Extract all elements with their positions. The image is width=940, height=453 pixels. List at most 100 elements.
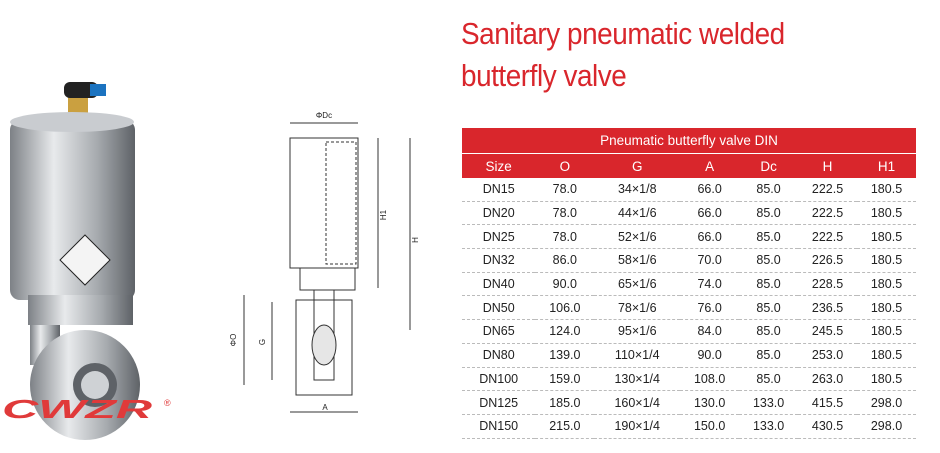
table-cell: 236.5 bbox=[798, 295, 858, 321]
table-cell: 78.0 bbox=[535, 224, 595, 250]
column-header: O bbox=[535, 153, 595, 178]
spec-table: Pneumatic butterfly valve DIN Size O G A Dc H… bbox=[462, 128, 916, 439]
table-cell: DN25 bbox=[462, 224, 536, 250]
table-cell: 74.0 bbox=[680, 272, 740, 297]
dim-label: H bbox=[411, 237, 420, 243]
table-row: DN50 106.0 78×1/6 76.0 85.0 236.5 180.5 bbox=[462, 295, 916, 321]
table-cell: DN80 bbox=[462, 343, 536, 368]
title-line: Sanitary pneumatic welded bbox=[461, 16, 785, 51]
logo-mark: ® bbox=[164, 398, 171, 408]
title-line: butterfly valve bbox=[461, 58, 627, 93]
table-cell: 222.5 bbox=[798, 224, 858, 250]
table-cell: 66.0 bbox=[680, 224, 740, 250]
table-cell: 85.0 bbox=[739, 201, 799, 226]
table-row: DN100 159.0 130×1/4 108.0 85.0 263.0 180.5 bbox=[462, 367, 916, 392]
table-cell: 160×1/4 bbox=[594, 390, 681, 415]
table-cell: 66.0 bbox=[680, 201, 740, 226]
table-caption: Pneumatic butterfly valve DIN bbox=[462, 128, 916, 154]
table-cell: DN50 bbox=[462, 295, 536, 321]
table-cell: 180.5 bbox=[857, 201, 916, 226]
table-cell: 222.5 bbox=[798, 178, 858, 202]
table-cell: 180.5 bbox=[857, 248, 916, 273]
table-cell: 78.0 bbox=[535, 201, 595, 226]
table-cell: DN125 bbox=[462, 390, 536, 415]
table-cell: 298.0 bbox=[857, 414, 916, 439]
table-cell: 415.5 bbox=[798, 390, 858, 415]
table-cell: 180.5 bbox=[857, 319, 916, 344]
table-cell: 133.0 bbox=[739, 414, 799, 439]
table-cell: 222.5 bbox=[798, 201, 858, 226]
table-cell: 85.0 bbox=[739, 272, 799, 297]
table-cell: 85.0 bbox=[739, 178, 799, 202]
table-cell: DN32 bbox=[462, 248, 536, 273]
column-header: A bbox=[680, 153, 740, 178]
table-cell: 298.0 bbox=[857, 390, 916, 415]
table-cell: 130×1/4 bbox=[594, 367, 681, 392]
column-header: H1 bbox=[857, 153, 916, 178]
table-cell: 95×1/6 bbox=[594, 319, 681, 344]
table-cell: 185.0 bbox=[535, 390, 595, 415]
table-cell: 65×1/6 bbox=[594, 272, 681, 297]
dim-label: G bbox=[258, 339, 267, 345]
dim-label: ΦDc bbox=[316, 111, 332, 120]
table-cell: 85.0 bbox=[739, 248, 799, 273]
table-cell: 85.0 bbox=[739, 367, 799, 392]
table-cell: DN100 bbox=[462, 367, 536, 392]
table-cell: DN20 bbox=[462, 201, 536, 226]
table-cell: 430.5 bbox=[798, 414, 858, 439]
column-header: H bbox=[798, 153, 858, 178]
table-cell: 159.0 bbox=[535, 367, 595, 392]
table-row: DN20 78.0 44×1/6 66.0 85.0 222.5 180.5 bbox=[462, 201, 916, 226]
table-cell: 180.5 bbox=[857, 178, 916, 202]
table-cell: 215.0 bbox=[535, 414, 595, 439]
table-cell: 108.0 bbox=[680, 367, 740, 392]
table-cell: 110×1/4 bbox=[594, 343, 681, 368]
dim-label: ΦO bbox=[229, 334, 238, 347]
table-row: DN15 78.0 34×1/8 66.0 85.0 222.5 180.5 bbox=[462, 178, 916, 202]
table-cell: 52×1/6 bbox=[594, 224, 681, 250]
table-cell: 180.5 bbox=[857, 272, 916, 297]
table-cell: 85.0 bbox=[739, 224, 799, 250]
table-cell: 106.0 bbox=[535, 295, 595, 321]
table-row: DN40 90.0 65×1/6 74.0 85.0 228.5 180.5 bbox=[462, 272, 916, 297]
table-row: DN25 78.0 52×1/6 66.0 85.0 222.5 180.5 bbox=[462, 224, 916, 250]
table-cell: DN15 bbox=[462, 178, 536, 202]
table-cell: 180.5 bbox=[857, 224, 916, 250]
table-cell: 66.0 bbox=[680, 178, 740, 202]
table-cell: 226.5 bbox=[798, 248, 858, 273]
table-cell: 85.0 bbox=[739, 319, 799, 344]
table-cell: 85.0 bbox=[739, 295, 799, 321]
table-row: DN150 215.0 190×1/4 150.0 133.0 430.5 298.0 bbox=[462, 414, 916, 439]
table-cell: 190×1/4 bbox=[594, 414, 681, 439]
table-cell: 90.0 bbox=[680, 343, 740, 368]
table-cell: DN40 bbox=[462, 272, 536, 297]
table-cell: 85.0 bbox=[739, 343, 799, 368]
table-cell: DN150 bbox=[462, 414, 536, 439]
table-cell: 84.0 bbox=[680, 319, 740, 344]
table-cell: 130.0 bbox=[680, 390, 740, 415]
table-cell: 124.0 bbox=[535, 319, 595, 344]
table-cell: 76.0 bbox=[680, 295, 740, 321]
illustration: CWZR ® ΦDc H1 H ΦO G A bbox=[2, 82, 420, 440]
table-cell: 180.5 bbox=[857, 343, 916, 368]
table-row: DN65 124.0 95×1/6 84.0 85.0 245.5 180.5 bbox=[462, 319, 916, 344]
table-cell: 78.0 bbox=[535, 178, 595, 202]
table-cell: 263.0 bbox=[798, 367, 858, 392]
column-header: G bbox=[594, 153, 681, 178]
table-cell: 58×1/6 bbox=[594, 248, 681, 273]
dim-label: A bbox=[322, 403, 328, 412]
table-row: DN80 139.0 110×1/4 90.0 85.0 253.0 180.5 bbox=[462, 343, 916, 368]
table-cell: 139.0 bbox=[535, 343, 595, 368]
table-cell: 90.0 bbox=[535, 272, 595, 297]
product-photo bbox=[10, 82, 140, 440]
table-cell: DN65 bbox=[462, 319, 536, 344]
column-header: Dc bbox=[739, 153, 799, 178]
table-cell: 180.5 bbox=[857, 367, 916, 392]
table-cell: 86.0 bbox=[535, 248, 595, 273]
table-cell: 34×1/8 bbox=[594, 178, 681, 202]
table-cell: 44×1/6 bbox=[594, 201, 681, 226]
table-cell: 133.0 bbox=[739, 390, 799, 415]
column-header: Size bbox=[462, 153, 536, 178]
logo: CWZR bbox=[2, 394, 152, 424]
